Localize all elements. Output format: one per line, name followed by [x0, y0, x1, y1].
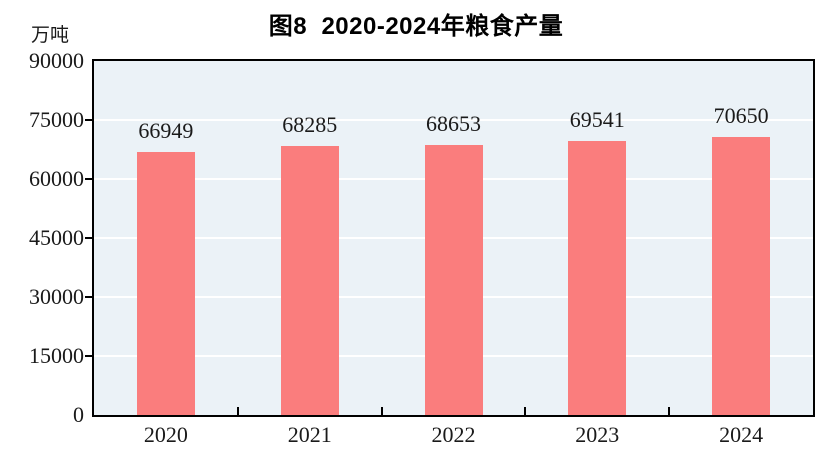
plot-area: 66949 68285 68653 69541 70650 — [92, 59, 815, 417]
y-tick-mark — [85, 237, 92, 239]
bar — [280, 146, 339, 415]
y-tick-label: 75000 — [29, 107, 84, 132]
bar-value-label: 66949 — [138, 117, 194, 143]
bar-value-label: 69541 — [569, 107, 625, 133]
y-tick-label: 60000 — [29, 166, 84, 191]
x-tick-mark — [668, 407, 671, 415]
y-tick-label: 30000 — [29, 284, 84, 309]
x-tick-label: 2021 — [287, 422, 332, 447]
y-tick-mark — [85, 119, 92, 121]
y-tick-label: 45000 — [29, 225, 84, 250]
x-tick-label: 2024 — [719, 422, 764, 447]
y-tick-mark — [85, 178, 92, 180]
bar-value-label: 68285 — [282, 112, 338, 138]
chart-title: 图8 2020-2024年粮食产量 — [268, 13, 564, 40]
x-tick-label: 2022 — [431, 422, 476, 447]
x-tick-label: 2023 — [575, 422, 620, 447]
y-tick-label: 90000 — [29, 48, 84, 73]
y-tick-label: 0 — [73, 402, 84, 427]
y-tick-label: 15000 — [29, 343, 84, 368]
bar — [712, 137, 771, 415]
x-tick-mark — [524, 407, 527, 415]
x-tick-label: 2020 — [143, 422, 188, 447]
bar-value-label: 70650 — [713, 103, 769, 129]
bar — [136, 151, 195, 415]
x-tick-mark — [380, 407, 383, 415]
y-tick-mark — [85, 296, 92, 298]
bar — [424, 144, 483, 415]
y-tick-mark — [85, 355, 92, 357]
x-tick-mark — [236, 407, 239, 415]
bar-value-label: 68653 — [426, 110, 481, 136]
y-axis-unit-label: 万吨 — [31, 25, 70, 46]
bar — [568, 141, 627, 415]
gridline — [94, 119, 813, 121]
